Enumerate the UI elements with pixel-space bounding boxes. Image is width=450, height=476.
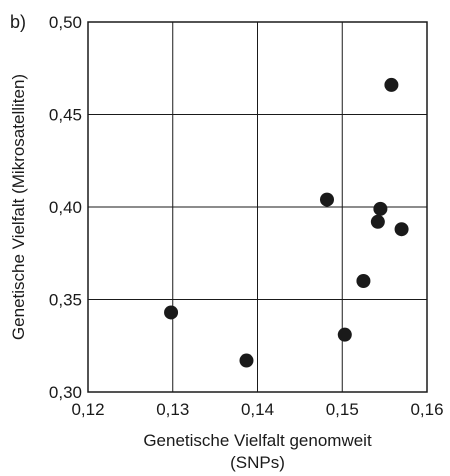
y-tick-label: 0,30 bbox=[49, 383, 82, 402]
data-point bbox=[384, 77, 399, 92]
data-point bbox=[373, 201, 388, 216]
x-tick-label: 0,14 bbox=[241, 400, 274, 419]
grid-lines bbox=[88, 22, 427, 392]
x-tick-label: 0,15 bbox=[326, 400, 359, 419]
data-point bbox=[370, 214, 385, 229]
data-point bbox=[164, 305, 179, 320]
data-point bbox=[239, 353, 254, 368]
data-points bbox=[164, 77, 409, 368]
data-point bbox=[337, 327, 352, 342]
y-tick-labels: 0,30 0,35 0,40 0,45 0,50 bbox=[49, 13, 82, 402]
data-point bbox=[319, 192, 334, 207]
y-axis-title: Genetische Vielfalt (Mikrosatelliten) bbox=[9, 74, 28, 340]
data-point bbox=[356, 274, 371, 288]
x-axis-title-line2: (SNPs) bbox=[230, 453, 285, 472]
plot-frame bbox=[87, 21, 428, 393]
x-tick-label: 0,13 bbox=[156, 400, 189, 419]
y-tick-label: 0,50 bbox=[49, 13, 82, 32]
x-tick-label: 0,16 bbox=[410, 400, 443, 419]
x-tick-label: 0,12 bbox=[71, 400, 104, 419]
panel-label: b) bbox=[10, 12, 26, 32]
x-tick-labels: 0,12 0,13 0,14 0,15 0,16 bbox=[71, 400, 443, 419]
data-point bbox=[394, 222, 409, 237]
y-tick-label: 0,35 bbox=[49, 291, 82, 310]
x-axis-title-line1: Genetische Vielfalt genomweit bbox=[143, 431, 372, 450]
y-tick-label: 0,45 bbox=[49, 106, 82, 125]
y-tick-label: 0,40 bbox=[49, 198, 82, 217]
